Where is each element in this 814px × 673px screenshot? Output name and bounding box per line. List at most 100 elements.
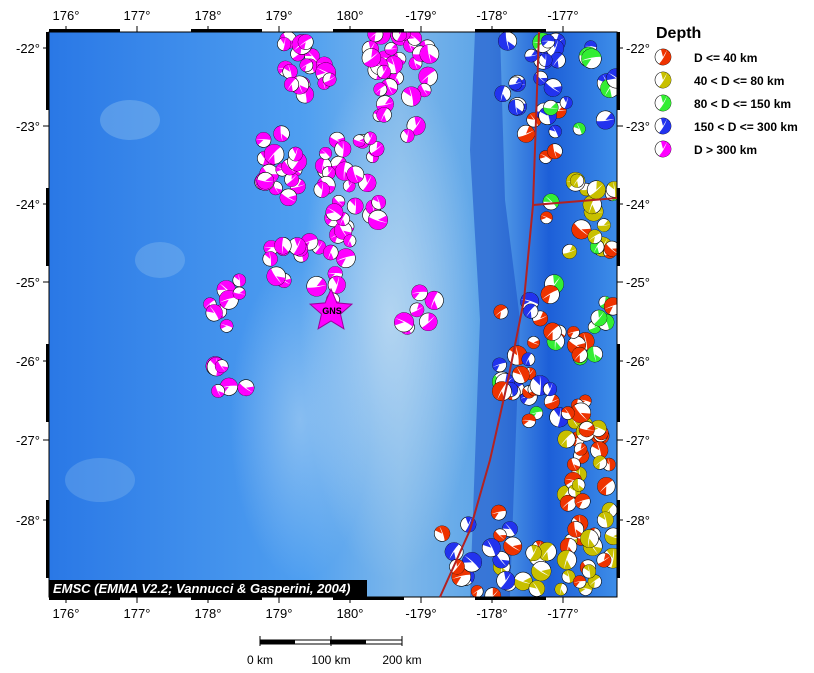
earthquake-mechanism-icon — [277, 37, 292, 52]
earthquake-mechanism-icon — [237, 379, 255, 397]
earthquake-mechanism-icon — [279, 188, 298, 207]
earthquake-mechanism-icon — [574, 442, 588, 456]
lon-tick-top: 178° — [195, 8, 222, 23]
earthquake-mechanism-icon — [542, 193, 560, 211]
lon-tick-top: 179° — [266, 8, 293, 23]
earthquake-mechanism-icon — [211, 384, 225, 398]
earthquake-mechanism-icon — [376, 64, 391, 79]
earthquake-mechanism-icon — [572, 478, 586, 492]
earthquake-mechanism-icon — [342, 179, 356, 193]
earthquake-mechanism-icon — [319, 146, 333, 160]
earthquake-mechanism-icon — [371, 195, 387, 210]
earthquake-mechanism-icon — [493, 304, 509, 320]
earthquake-mechanism-icon — [346, 197, 364, 215]
lon-tick-bottom: -178° — [476, 606, 507, 621]
axis-ticks: 176° 176° 177° 177° 178° 178° 179° 179° 180° 180°… — [16, 8, 650, 621]
lat-tick-right: -28° — [626, 513, 650, 528]
lat-tick-right: -26° — [626, 354, 650, 369]
legend-label: 150 < D <= 300 km — [694, 120, 798, 134]
credit-box: EMSC (EMMA V2.2; Vannucci & Gasperini, 2… — [49, 580, 367, 597]
earthquake-mechanism-icon — [274, 236, 292, 255]
earthquake-mechanism-icon — [492, 551, 510, 569]
earthquake-mechanism-icon — [561, 569, 576, 584]
earthquake-mechanism-icon — [368, 141, 385, 157]
earthquake-mechanism-icon — [266, 266, 286, 286]
earthquake-mechanism-icon — [606, 68, 617, 89]
earthquake-mechanism-icon — [263, 144, 285, 165]
station-label: GNS — [322, 306, 342, 316]
legend-label: D > 300 km — [694, 143, 757, 157]
earthquake-mechanism-icon — [498, 32, 517, 51]
legend-swatch-icon — [654, 140, 672, 158]
lat-tick-left: -28° — [16, 513, 40, 528]
earthquake-mechanism-icon — [570, 402, 592, 424]
earthquake-mechanism-icon — [581, 48, 602, 69]
earthquake-mechanism-icon — [419, 312, 438, 331]
earthquake-mechanism-icon — [528, 580, 545, 597]
earthquake-mechanism-icon — [323, 244, 339, 261]
earthquake-mechanism-icon — [537, 542, 557, 562]
earthquake-mechanism-icon — [407, 32, 423, 46]
earthquake-mechanism-icon — [572, 122, 586, 136]
legend-swatch-icon — [654, 71, 672, 89]
earthquake-mechanism-icon — [255, 132, 272, 148]
earthquake-mechanism-icon — [590, 309, 608, 327]
earthquake-mechanism-icon — [543, 99, 559, 116]
earthquake-mechanism-icon — [567, 520, 585, 538]
lon-tick-bottom: 179° — [266, 606, 293, 621]
earthquake-mechanism-icon — [400, 128, 415, 143]
earthquake-mechanism-icon — [543, 78, 563, 97]
earthquake-mechanism-icon — [521, 413, 537, 428]
earthquake-mechanism-icon — [517, 124, 535, 143]
legend: Depth D <= 40 km 40 < D <= 80 km 80 < D <=… — [654, 25, 798, 158]
earthquake-mechanism-icon — [567, 326, 580, 339]
earthquake-mechanism-icon — [548, 124, 562, 139]
earthquake-mechanism-icon — [392, 32, 408, 42]
legend-title: Depth — [656, 25, 701, 42]
earthquake-mechanism-icon — [219, 319, 234, 333]
earthquake-mechanism-icon — [525, 544, 542, 562]
earthquake-mechanism-icon — [567, 457, 581, 472]
earthquake-mechanism-icon — [492, 357, 507, 373]
lat-tick-left: -26° — [16, 354, 40, 369]
earthquake-mechanism-icon — [549, 52, 566, 69]
lon-tick-bottom: -177° — [547, 606, 578, 621]
earthquake-mechanism-icon — [363, 131, 377, 145]
earthquake-mechanism-icon — [605, 181, 617, 198]
earthquake-mechanism-icon — [524, 48, 538, 63]
earthquake-mechanism-icon — [531, 561, 552, 581]
earthquake-mechanism-icon — [411, 284, 428, 301]
earthquake-mechanism-icon — [511, 365, 530, 384]
earthquake-mechanism-icon — [587, 574, 602, 589]
earthquake-mechanism-icon — [262, 251, 278, 267]
lon-tick-bottom: 180° — [337, 606, 364, 621]
earthquake-mechanism-icon — [508, 99, 525, 116]
scale-bar: 0 km 100 km 200 km — [247, 636, 422, 667]
station-marker: GNS — [308, 287, 354, 330]
lat-tick-left: -22° — [16, 41, 40, 56]
scale-label-0: 0 km — [247, 653, 273, 667]
earthquake-mechanism-icon — [288, 146, 303, 162]
earthquake-mechanism-icon — [557, 550, 577, 570]
earthquake-mechanism-icon — [596, 552, 612, 568]
lon-tick-top: -177° — [547, 8, 578, 23]
earthquake-mechanism-icon — [562, 244, 577, 259]
earthquake-mechanism-icon — [541, 34, 555, 49]
earthquake-mechanism-icon — [232, 286, 246, 300]
earthquake-mechanism-icon — [232, 273, 246, 287]
earthquake-mechanism-icon — [559, 96, 573, 110]
earthquake-mechanism-icon — [367, 32, 384, 43]
earthquake-mechanism-icon — [273, 125, 290, 142]
earthquake-mechanism-icon — [490, 504, 507, 521]
lat-tick-left: -25° — [16, 275, 40, 290]
earthquake-mechanism-icon — [470, 585, 484, 597]
earthquake-mechanism-icon — [580, 529, 599, 548]
earthquake-mechanism-icon — [597, 218, 611, 232]
earthquake-mechanism-icon — [597, 477, 616, 496]
earthquake-mechanism-icon — [557, 430, 576, 449]
earthquake-mechanism-icon — [543, 382, 557, 397]
earthquake-mechanism-icon — [604, 527, 617, 545]
lon-tick-top: -178° — [476, 8, 507, 23]
earthquake-mechanism-icon — [306, 276, 327, 297]
earthquake-mechanism-icon — [547, 143, 563, 159]
